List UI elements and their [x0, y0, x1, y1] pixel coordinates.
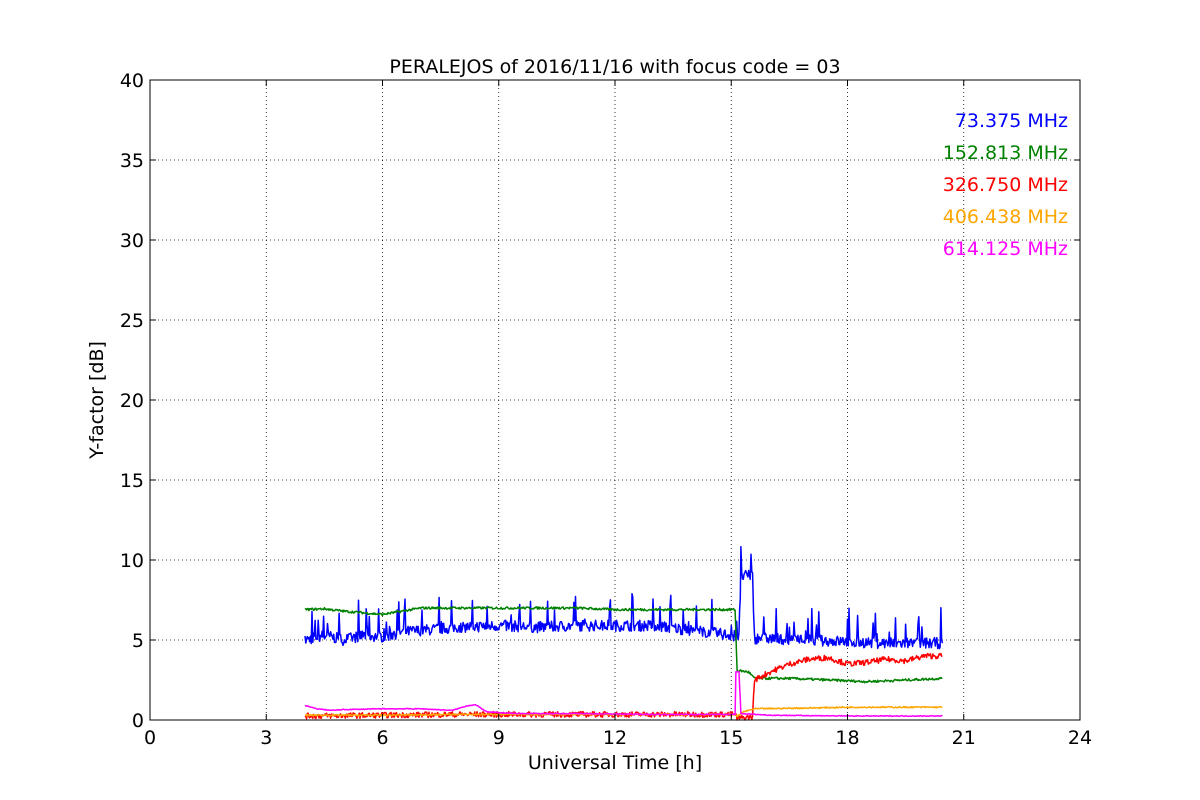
- grid-lines: [150, 80, 1080, 720]
- x-tick-label: 15: [719, 727, 743, 749]
- legend-entry: 73.375 MHz: [955, 110, 1068, 132]
- legend-entry: 406.438 MHz: [943, 206, 1068, 228]
- chart-title: PERALEJOS of 2016/11/16 with focus code …: [389, 56, 840, 78]
- series-line: [304, 606, 943, 684]
- y-tick-label: 5: [132, 630, 144, 652]
- x-tick-label: 9: [493, 727, 505, 749]
- y-tick-label: 25: [120, 310, 144, 332]
- x-tick-label: 18: [835, 727, 859, 749]
- y-tick-label: 40: [120, 70, 144, 92]
- legend: 73.375 MHz 152.813 MHz 326.750 MHz 406.438 …: [943, 110, 1068, 260]
- x-tick-label: 12: [603, 727, 627, 749]
- x-tick-label: 21: [952, 727, 976, 749]
- series-line: [304, 670, 943, 718]
- legend-entry: 614.125 MHz: [943, 238, 1068, 260]
- legend-entry: 152.813 MHz: [943, 142, 1068, 164]
- x-axis-label: Universal Time [h]: [528, 752, 702, 774]
- x-tick-label: 3: [260, 727, 272, 749]
- x-tick-label: 24: [1068, 727, 1092, 749]
- series-line: [304, 545, 944, 650]
- y-axis-label: Y-factor [dB]: [86, 341, 108, 460]
- y-tick-label: 10: [120, 550, 144, 572]
- y-tick-label: 0: [132, 710, 144, 732]
- y-tick-label: 20: [120, 390, 144, 412]
- legend-entry: 326.750 MHz: [943, 174, 1068, 196]
- series-lines: [304, 545, 944, 721]
- y-tick-label: 15: [120, 470, 144, 492]
- x-tick-label: 6: [376, 727, 388, 749]
- x-tick-label: 0: [144, 727, 156, 749]
- axis-ticks: 0 3 6 9 12 15 18 21 24 0 5 10 15 20 25 30 35 40: [120, 70, 1092, 749]
- y-tick-label: 35: [120, 150, 144, 172]
- y-tick-label: 30: [120, 230, 144, 252]
